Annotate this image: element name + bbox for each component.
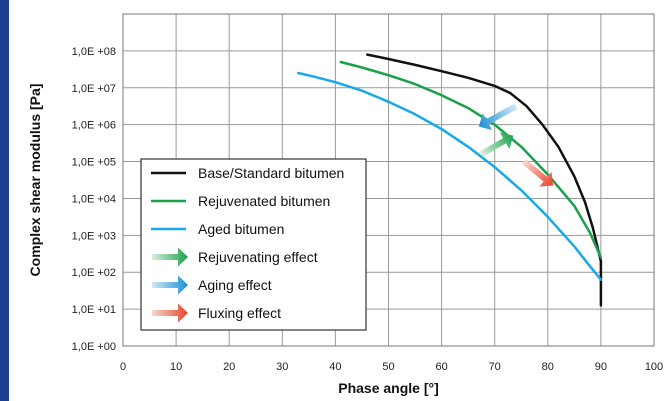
y-axis-title: Complex shear modulus [Pa] [27, 84, 43, 277]
x-tick-label: 0 [120, 361, 126, 373]
x-tick-label: 30 [276, 361, 288, 373]
y-tick-label: 1,0E +08 [72, 46, 116, 58]
aging-effect-arrow [478, 103, 518, 131]
x-tick-labels: 0 10 20 30 40 50 60 70 80 90 100 [120, 361, 663, 373]
legend-swatch-aging-effect-icon [152, 275, 188, 295]
y-tick-label: 1,0E +04 [72, 193, 116, 205]
legend-label-aged-bitumen: Aged bitumen [198, 221, 284, 237]
x-tick-label: 100 [645, 361, 663, 373]
x-tick-label: 20 [223, 361, 235, 373]
legend-swatch-fluxing-effect-icon [152, 303, 188, 323]
fluxing-effect-arrow [522, 159, 554, 187]
x-tick-label: 80 [542, 361, 554, 373]
y-tick-label: 1,0E +03 [72, 230, 116, 242]
left-accent-bar [0, 0, 9, 401]
legend-label-fluxing-effect: Fluxing effect [198, 305, 281, 321]
y-tick-label: 1,0E +02 [72, 267, 116, 279]
legend-swatch-rejuvenating-effect-icon [152, 247, 188, 267]
series-lines [296, 53, 603, 307]
legend-label-base-standard-bitumen: Base/Standard bitumen [198, 165, 344, 181]
legend: Base/Standard bitumen Rejuvenated bitumen… [140, 158, 367, 331]
y-tick-label: 1,0E +01 [72, 304, 116, 316]
y-tick-labels: 1,0E +00 1,0E +01 1,0E +02 1,0E +03 1,0E +04… [72, 46, 116, 353]
x-tick-label: 90 [595, 361, 607, 373]
series-line [366, 53, 603, 307]
rejuvenating-effect-arrow [479, 132, 514, 157]
legend-label-aging-effect: Aging effect [198, 277, 272, 293]
x-tick-label: 50 [382, 361, 394, 373]
x-tick-label: 10 [170, 361, 182, 373]
x-axis-title: Phase angle [°] [338, 380, 439, 396]
series-line [296, 71, 603, 281]
y-tick-label: 1,0E +07 [72, 83, 116, 95]
x-tick-label: 40 [329, 361, 341, 373]
series-line [339, 60, 603, 259]
y-tick-label: 1,0E +05 [72, 157, 116, 169]
y-tick-label: 1,0E +00 [72, 341, 116, 353]
legend-label-rejuvenated-bitumen: Rejuvenated bitumen [198, 193, 330, 209]
x-tick-label: 60 [435, 361, 447, 373]
plot-frame [122, 13, 655, 347]
y-tick-label: 1,0E +06 [72, 120, 116, 132]
x-tick-label: 70 [489, 361, 501, 373]
legend-label-rejuvenating-effect: Rejuvenating effect [198, 249, 318, 265]
legend-box [140, 158, 367, 331]
effect-arrows [478, 103, 554, 187]
